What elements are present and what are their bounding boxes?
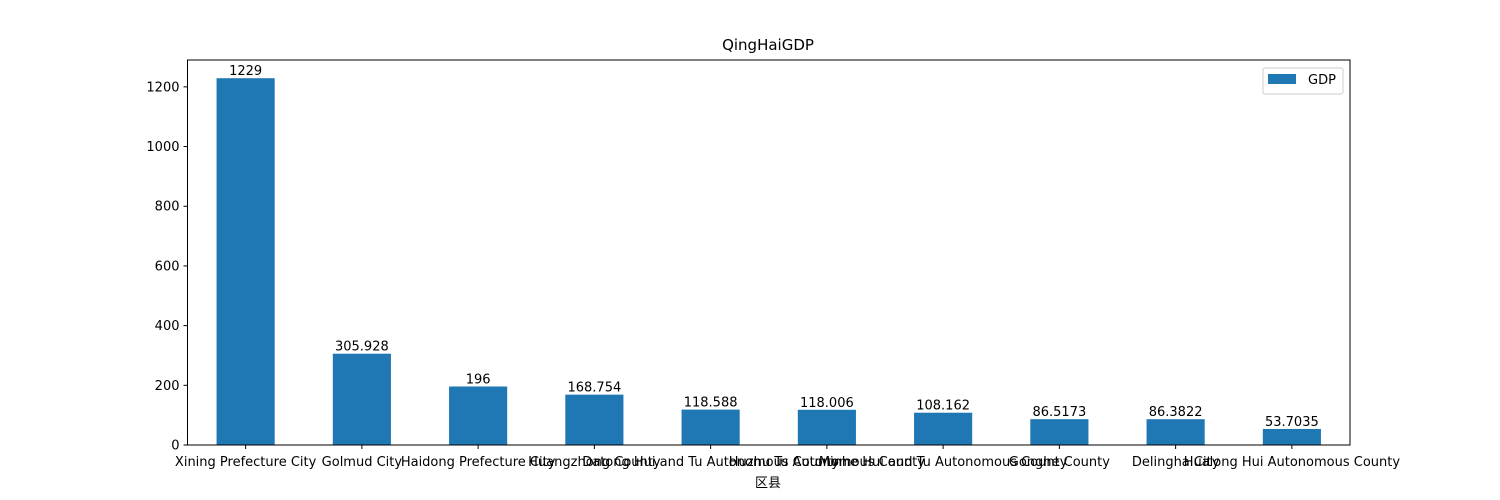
x-axis: Xining Prefecture City Golmud CityHaidong…	[175, 445, 1400, 470]
bar-value-label: 86.5173	[1032, 405, 1086, 420]
bar-1	[332, 353, 391, 445]
x-tick-label: Gonghe County	[1009, 455, 1110, 470]
y-tick-label: 800	[155, 200, 180, 215]
bar-3	[565, 394, 624, 445]
x-tick-label: Hualong Hui Autonomous County	[1184, 455, 1401, 470]
bar-8	[1146, 419, 1205, 445]
y-tick-label: 1200	[146, 80, 179, 95]
bar-value-label: 108.162	[916, 399, 970, 414]
x-tick-label: Huzhu Tu Autonomous County	[729, 455, 926, 470]
legend-entry-gdp: GDP	[1308, 73, 1336, 88]
x-axis-label: 区县	[755, 476, 781, 491]
x-tick-label: Minhe Hui and Tu Autonomous County	[819, 455, 1068, 470]
bar-value-label: 118.588	[684, 396, 738, 411]
bar-7	[1030, 419, 1089, 445]
bar-4	[681, 409, 740, 445]
bar-6	[914, 412, 973, 445]
x-tick-label: Huangzhong County	[528, 455, 661, 470]
x-tick-label: Haidong Prefecture City	[401, 455, 556, 470]
bar-5	[797, 409, 856, 445]
bars-group	[216, 78, 1321, 445]
y-tick-label: 0	[171, 439, 179, 454]
bar-0	[216, 78, 275, 445]
x-tick-label: Delingha City	[1132, 455, 1220, 470]
bar-9	[1262, 428, 1321, 445]
x-tick-label: Datong Hui and Tu Autonomous County	[582, 455, 839, 470]
bar-value-label: 53.7035	[1265, 415, 1319, 430]
y-axis: 0 200 400 600 800 1000 1200	[146, 80, 188, 454]
legend-swatch	[1268, 74, 1296, 84]
bar-labels-group: 1229 305.928 196 168.754 118.588 118.006 108.1…	[229, 64, 1319, 430]
bar-value-label: 1229	[229, 64, 262, 79]
x-tick-label: Xining Prefecture City	[175, 455, 317, 470]
bar-2	[449, 386, 508, 445]
bar-value-label: 196	[466, 373, 491, 388]
bar-value-label: 86.3822	[1149, 405, 1203, 420]
bar-value-label: 305.928	[335, 340, 389, 355]
chart-title: QingHaiGDP	[722, 36, 814, 54]
plot-frame	[187, 59, 1351, 446]
bar-value-label: 168.754	[567, 381, 621, 396]
y-tick-label: 200	[155, 379, 180, 394]
y-tick-label: 1000	[146, 140, 179, 155]
y-tick-label: 400	[155, 319, 180, 334]
legend: GDP	[1262, 67, 1344, 95]
x-tick-label: Golmud City	[322, 455, 403, 470]
y-tick-label: 600	[155, 259, 180, 274]
bar-value-label: 118.006	[800, 396, 854, 411]
